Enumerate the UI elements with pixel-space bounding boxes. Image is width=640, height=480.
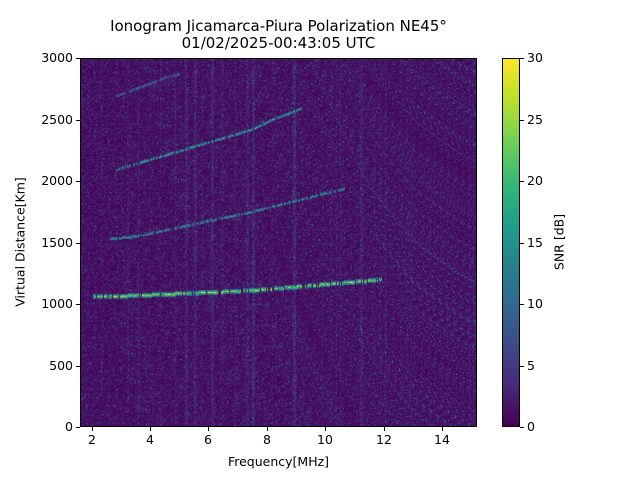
colorbar-tick-mark (520, 181, 524, 182)
x-tick-mark (267, 427, 268, 431)
x-tick-label: 10 (317, 432, 333, 447)
colorbar-tick-mark (520, 304, 524, 305)
x-tick-label: 8 (263, 432, 271, 447)
colorbar-tick-mark (520, 427, 524, 428)
colorbar-tick-mark (520, 366, 524, 367)
heatmap-canvas (81, 59, 476, 426)
ionogram-heatmap (80, 58, 477, 427)
x-axis-label: Frequency[MHz] (227, 454, 330, 469)
colorbar-tick-label: 15 (527, 235, 543, 250)
colorbar-tick-label: 20 (527, 173, 543, 188)
y-tick-label: 1000 (41, 296, 73, 311)
chart-title: Ionogram Jicamarca-Piura Polarization NE… (110, 17, 447, 35)
x-tick-mark (92, 427, 93, 431)
y-tick-label: 1500 (41, 235, 73, 250)
x-tick-label: 4 (146, 432, 154, 447)
x-tick-label: 14 (434, 432, 450, 447)
y-tick-label: 3000 (41, 50, 73, 65)
y-tick-label: 2000 (41, 173, 73, 188)
colorbar-tick-mark (520, 120, 524, 121)
colorbar-tick-label: 0 (527, 419, 535, 434)
x-tick-mark (442, 427, 443, 431)
colorbar-tick-label: 10 (527, 296, 543, 311)
x-tick-mark (325, 427, 326, 431)
colorbar-tick-label: 25 (527, 112, 543, 127)
colorbar-label: SNR [dB] (551, 213, 567, 271)
y-tick-label: 2500 (41, 112, 73, 127)
y-tick-mark (76, 366, 80, 367)
y-axis-label: Virtual Distance[Km] (12, 177, 28, 307)
y-tick-mark (76, 181, 80, 182)
x-tick-label: 6 (204, 432, 212, 447)
chart-subtitle: 01/02/2025-00:43:05 UTC (181, 34, 376, 52)
x-tick-mark (384, 427, 385, 431)
y-tick-mark (76, 304, 80, 305)
colorbar-tick-label: 5 (527, 358, 535, 373)
y-tick-label: 500 (49, 358, 73, 373)
x-tick-mark (150, 427, 151, 431)
y-tick-label: 0 (65, 419, 73, 434)
colorbar (502, 58, 520, 427)
y-tick-mark (76, 120, 80, 121)
y-tick-mark (76, 58, 80, 59)
x-tick-label: 2 (88, 432, 96, 447)
x-tick-label: 12 (376, 432, 392, 447)
colorbar-tick-mark (520, 58, 524, 59)
y-tick-mark (76, 427, 80, 428)
x-tick-mark (208, 427, 209, 431)
y-tick-mark (76, 243, 80, 244)
colorbar-tick-label: 30 (527, 50, 543, 65)
colorbar-tick-mark (520, 243, 524, 244)
